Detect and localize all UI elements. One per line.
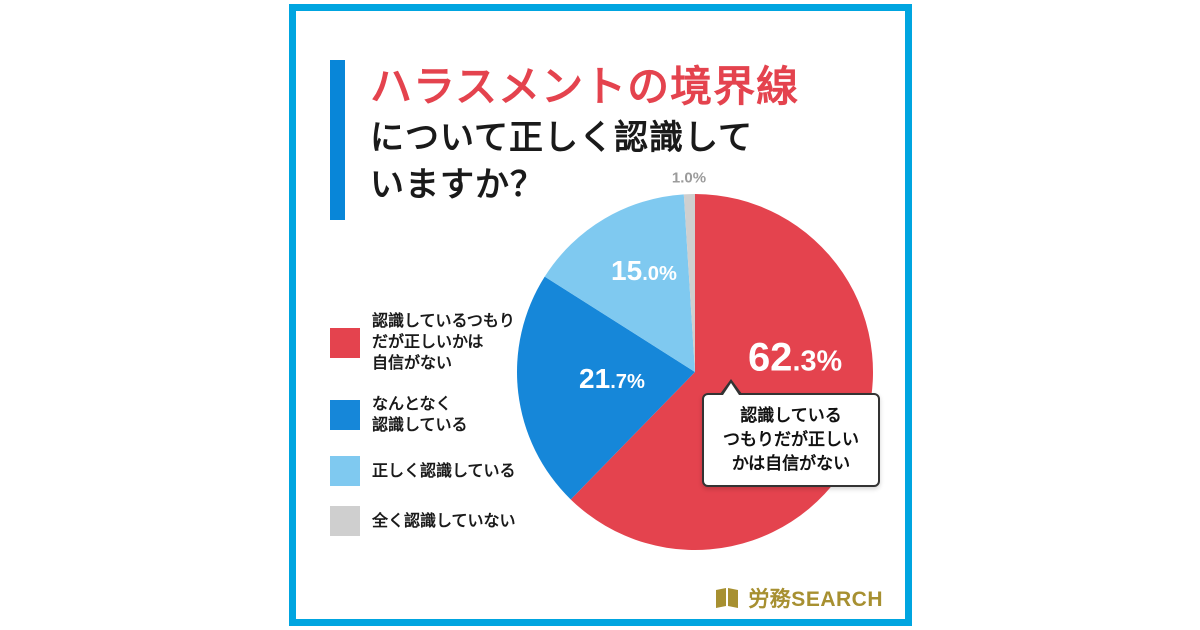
callout-pointer bbox=[723, 383, 739, 395]
slice-percent-label-1: 62.3% bbox=[747, 335, 843, 380]
legend-item-2: なんとなく 認識している bbox=[330, 394, 575, 436]
brand-name: 労務SEARCH bbox=[748, 588, 883, 611]
legend-item-3: 正しく認識している bbox=[330, 456, 575, 486]
legend-swatch-red bbox=[330, 327, 360, 358]
legend-label-3: 正しく認識している bbox=[372, 462, 516, 480]
slice-percent-label-3: 15.0% bbox=[611, 255, 677, 286]
legend-label-4: 全く認識していない bbox=[372, 512, 516, 530]
slice-percent-label-2: 21.7% bbox=[579, 363, 645, 394]
pie-slice-4 bbox=[683, 194, 695, 372]
callout-box: 認識している つもりだが正しい かは自信がない bbox=[702, 393, 880, 487]
slice-percent-label-4: 1.0% bbox=[671, 169, 707, 187]
infographic-card: ハラスメントの境界線 について正しく認識して いますか？ 62.3% 21.7%… bbox=[289, 4, 912, 626]
legend-swatch-blue bbox=[330, 400, 360, 430]
legend-label-1: 認識しているつもり だが正しいかは 自信がない bbox=[372, 313, 515, 372]
chart-legend: 認識しているつもり だが正しいかは 自信がない なんとなく 認識している 正しく… bbox=[330, 311, 575, 536]
legend-item-1: 認識しているつもり だが正しいかは 自信がない bbox=[330, 311, 575, 374]
pie-slice-2 bbox=[516, 276, 695, 500]
legend-item-4: 全く認識していない bbox=[330, 506, 575, 536]
page-title: ハラスメントの境界線 について正しく認識して いますか？ bbox=[370, 58, 799, 209]
book-icon bbox=[714, 587, 740, 609]
legend-swatch-gray bbox=[330, 506, 360, 536]
title-line-3: いますか？ bbox=[370, 166, 545, 204]
callout-line-2: つもりだが正しい bbox=[723, 430, 859, 449]
legend-label-2: なんとなく 認識している bbox=[372, 396, 468, 434]
title-line-1: ハラスメントの境界線 bbox=[370, 63, 800, 110]
title-accent-bar bbox=[330, 60, 345, 220]
brand-logo: 労務SEARCH bbox=[714, 583, 883, 613]
legend-swatch-lightblue bbox=[330, 456, 360, 486]
pie-slice-3 bbox=[544, 194, 695, 372]
callout-line-3: かは自信がない bbox=[731, 454, 851, 473]
callout-line-1: 認識している bbox=[740, 406, 842, 425]
title-line-2: について正しく認識して bbox=[370, 119, 753, 157]
